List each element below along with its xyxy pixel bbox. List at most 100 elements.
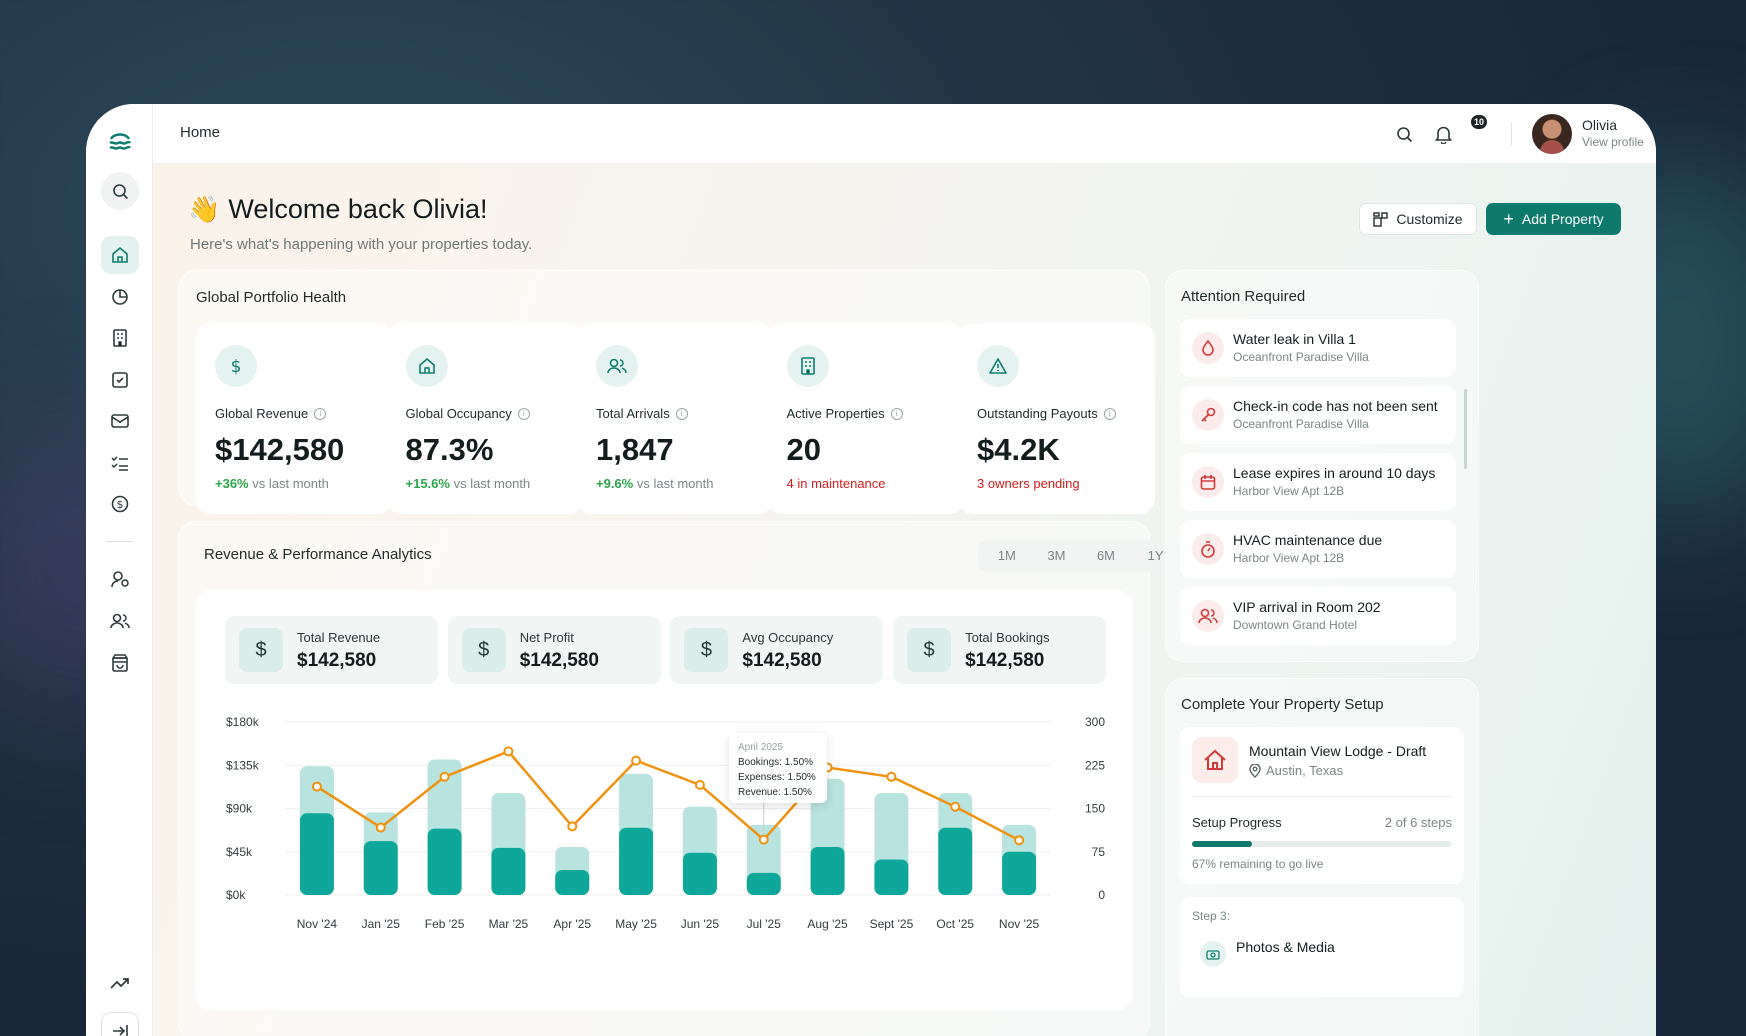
- welcome-text: Welcome back Olivia!: [228, 194, 488, 224]
- bookings-line: [316, 750, 1020, 842]
- tooltip-line: Bookings: 1.50%: [738, 757, 814, 768]
- range-tab[interactable]: 3M: [1047, 548, 1066, 563]
- y-tick-right: 300: [1085, 715, 1105, 729]
- tooltip-line: Expenses: 1.50%: [738, 772, 816, 783]
- kpi-delta-note: vs last month: [453, 476, 531, 491]
- tasks-icon[interactable]: [101, 361, 139, 399]
- x-tick-label: Apr '25: [553, 917, 591, 931]
- y-tick-left: $135k: [226, 758, 260, 772]
- attention-scrollbar[interactable]: [1464, 389, 1467, 469]
- search-icon[interactable]: [101, 172, 139, 210]
- attention-item[interactable]: VIP arrival in Room 202 Downtown Grand H…: [1180, 587, 1456, 645]
- key-icon: [1192, 399, 1224, 431]
- attention-item[interactable]: Lease expires in around 10 days Harbor V…: [1180, 453, 1456, 511]
- chart-tooltip: April 2025 Bookings: 1.50% Expenses: 1.5…: [729, 733, 827, 803]
- chart-card: $ Total Revenue $142,580 $ Net Profit $14…: [195, 590, 1133, 1010]
- kpi-card[interactable]: Outstanding Payouts i $4.2K 3 owners pend…: [957, 323, 1155, 514]
- info-icon[interactable]: i: [314, 407, 327, 420]
- remaining-text: 67% remaining to go live: [1192, 857, 1324, 871]
- avatar[interactable]: [1532, 114, 1572, 154]
- search-icon[interactable]: [1392, 122, 1416, 146]
- range-tab[interactable]: 1M: [997, 548, 1016, 563]
- attention-item[interactable]: Water leak in Villa 1 Oceanfront Paradis…: [1180, 319, 1456, 377]
- x-tick-label: Jan '25: [362, 917, 401, 931]
- bookings-point: [567, 821, 578, 832]
- x-tick-label: Jul '25: [747, 917, 782, 931]
- kpi-delta-value: +15.6%: [405, 476, 450, 491]
- info-icon[interactable]: i: [675, 407, 688, 420]
- dollar-icon: $: [239, 628, 283, 672]
- mail-icon[interactable]: [101, 402, 139, 440]
- kpi-value: $142,580: [215, 432, 345, 467]
- kpi-delta: +9.6% vs last month: [596, 476, 713, 491]
- bell-icon[interactable]: [1431, 122, 1455, 146]
- user-name[interactable]: Olivia: [1582, 117, 1618, 133]
- main-content: 👋 Welcome back Olivia! Here's what's hap…: [153, 164, 1656, 1036]
- kpi-value: $4.2K: [977, 432, 1060, 467]
- add-property-button[interactable]: + Add Property: [1486, 203, 1621, 235]
- kpi-delta-note: vs last month: [252, 476, 329, 491]
- checklist-icon[interactable]: [101, 444, 139, 482]
- attention-title: Attention Required: [1181, 288, 1306, 305]
- attention-item-subtitle: Downtown Grand Hotel: [1233, 618, 1358, 632]
- kpi-card[interactable]: Total Arrivals i 1,847 +9.6% vs last mont…: [576, 323, 774, 514]
- bookings-point: [311, 781, 322, 792]
- step-card[interactable]: Step 3: Photos & Media: [1180, 897, 1464, 997]
- attention-item-subtitle: Harbor View Apt 12B: [1233, 484, 1345, 498]
- kpi-label: Global Revenue i: [215, 406, 327, 421]
- widgets-icon: [1373, 211, 1389, 227]
- x-tick-label: Aug '25: [807, 917, 848, 931]
- kpi-alert: 4 in maintenance: [786, 476, 886, 491]
- customize-button[interactable]: Customize: [1359, 203, 1477, 235]
- summary-stat: $ Net Profit $142,580: [447, 616, 661, 684]
- kpi-card[interactable]: Global Occupancy i 87.3% +15.6% vs last m…: [385, 323, 584, 514]
- stat-label: Avg Occupancy: [742, 630, 834, 645]
- team-icon[interactable]: [101, 602, 139, 640]
- sidebar: $: [86, 104, 153, 1036]
- view-profile-link[interactable]: View profile: [1582, 135, 1644, 149]
- analytics-pie-icon[interactable]: [101, 278, 139, 316]
- setup-card[interactable]: Mountain View Lodge - Draft Austin, Texa…: [1180, 727, 1464, 884]
- camera-icon: [1200, 941, 1226, 967]
- stat-label: Total Revenue: [297, 630, 381, 645]
- store-icon[interactable]: [101, 644, 139, 682]
- building-icon[interactable]: [101, 319, 139, 357]
- range-tab[interactable]: 6M: [1096, 548, 1116, 563]
- kpi-value: 87.3%: [405, 432, 494, 467]
- bookings-point: [631, 755, 642, 766]
- y-tick-left: $90k: [226, 802, 253, 816]
- user-settings-icon[interactable]: [101, 560, 139, 598]
- y-tick-left: $180k: [226, 715, 260, 729]
- kpi-label: Outstanding Payouts i: [977, 406, 1116, 421]
- breadcrumb[interactable]: Home: [180, 124, 221, 141]
- profit-bar: [299, 813, 334, 895]
- logo-icon[interactable]: [101, 122, 139, 160]
- attention-item[interactable]: HVAC maintenance due Harbor View Apt 12B: [1180, 520, 1456, 578]
- range-tab[interactable]: 1Y: [1147, 548, 1164, 563]
- kpi-card[interactable]: $ Global Revenue i $142,580 +36% vs last …: [195, 323, 393, 514]
- page-subtitle: Here's what's happening with your proper…: [190, 236, 533, 253]
- info-icon[interactable]: i: [517, 407, 530, 420]
- location-pin-icon: [1249, 763, 1261, 778]
- collapse-sidebar-icon[interactable]: [101, 1012, 139, 1036]
- trending-up-icon[interactable]: [101, 964, 139, 1002]
- attention-panel: Attention Required Water leak in Villa 1…: [1165, 270, 1479, 662]
- dollar-icon: $: [215, 345, 257, 387]
- attention-item[interactable]: Check-in code has not been sent Oceanfro…: [1180, 386, 1456, 444]
- stat-label: Net Profit: [519, 630, 574, 645]
- attention-item-title: Water leak in Villa 1: [1233, 331, 1356, 347]
- kpi-card[interactable]: Active Properties i 20 4 in maintenance: [766, 323, 965, 514]
- home-icon[interactable]: [101, 236, 139, 274]
- topbar-separator: [1511, 122, 1512, 146]
- dollar-icon: $: [907, 628, 952, 672]
- y-tick-left: $45k: [226, 845, 253, 859]
- timer-icon: [1192, 533, 1224, 565]
- payments-icon[interactable]: $: [101, 485, 139, 523]
- info-icon[interactable]: i: [890, 407, 903, 420]
- x-tick-label: May '25: [615, 917, 657, 931]
- kpi-delta-value: +36%: [215, 476, 249, 491]
- stat-label: Total Bookings: [965, 630, 1050, 645]
- x-tick-label: Mar '25: [489, 917, 529, 931]
- info-icon[interactable]: i: [1103, 407, 1116, 420]
- setup-title: Complete Your Property Setup: [1181, 696, 1384, 713]
